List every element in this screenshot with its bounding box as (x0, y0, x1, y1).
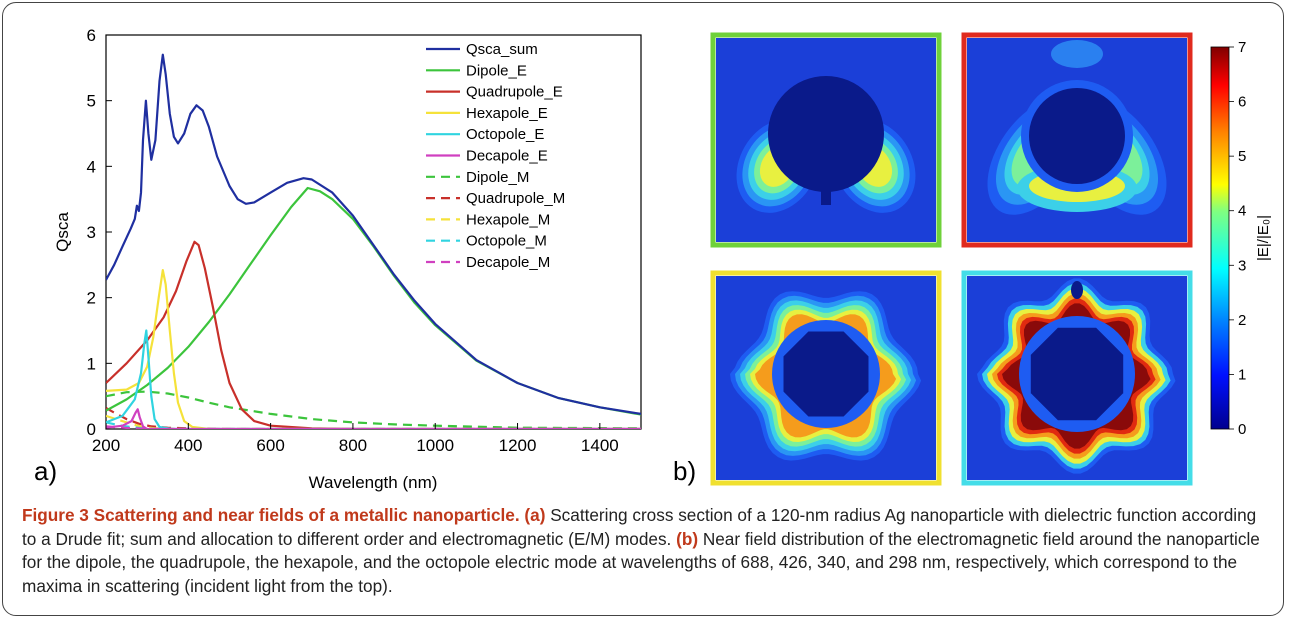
legend-label: Dipole_M (466, 169, 529, 186)
legend-label: Octopole_E (466, 126, 544, 143)
colorbar-tick-label: 4 (1238, 203, 1246, 220)
panel-b-label: b) (673, 456, 696, 486)
near-field-map-quadrupole (967, 38, 1187, 242)
colorbar-gradient (1210, 46, 1230, 430)
x-tick-label: 1200 (499, 436, 537, 455)
near-field-map-octopole (967, 276, 1187, 480)
legend-label: Decapole_E (466, 148, 548, 165)
near-field-map-dipole (716, 38, 936, 242)
particle (783, 331, 869, 417)
near-field-maps (710, 32, 1193, 486)
particle (768, 76, 884, 192)
x-tick-label: 400 (174, 436, 202, 455)
near-field-border (961, 270, 1193, 486)
colorbar-tick-label: 6 (1238, 94, 1246, 111)
y-tick-label: 0 (87, 420, 96, 439)
colorbar-tick-label: 2 (1238, 312, 1246, 329)
y-tick-label: 2 (87, 289, 96, 308)
caption-part-a-label: (a) (524, 505, 546, 525)
legend: Qsca_sum Dipole_E Quadrupole_E Hexapole_E Oc… (426, 41, 565, 271)
x-axis-label: Wavelength (nm) (309, 473, 438, 492)
near-field-border (710, 32, 942, 248)
series-line-octopole-e (106, 329, 641, 429)
y-tick-label: 1 (87, 354, 96, 373)
colorbar-tick-label: 7 (1238, 39, 1246, 56)
y-tick-label: 4 (87, 157, 96, 176)
near-field-border (710, 270, 942, 486)
x-tick-label: 600 (256, 436, 284, 455)
legend-label: Quadrupole_E (466, 84, 563, 101)
series-line-hexapole-e (106, 269, 641, 429)
legend-label: Hexapole_M (466, 211, 550, 228)
colorbar-tick-label: 0 (1238, 421, 1246, 438)
series-line-dipole-e (106, 186, 641, 416)
caption-part-b-label: (b) (676, 528, 699, 549)
caption-part-b-text: Near field distribution of the electroma… (22, 528, 1260, 596)
y-tick-label: 6 (87, 26, 96, 45)
near-field-map-hexapole (716, 276, 936, 480)
legend-label: Hexapole_E (466, 105, 548, 122)
x-tick-label: 200 (92, 436, 120, 455)
colorbar-tick-label: 5 (1238, 148, 1246, 165)
near-field-border (961, 32, 1193, 248)
colorbar-label: |E|/|E₀| (1255, 215, 1272, 261)
panel-a-label: a) (34, 456, 57, 486)
figure-panels: 200 400 600 800 1000 1200 1400 0 1 2 3 4 5 6 Wavelen… (34, 26, 1272, 492)
particle (1030, 327, 1124, 421)
caption-part-a-text: Scattering cross section of a 120-nm rad… (22, 505, 1257, 549)
scattering-plot: 200 400 600 800 1000 1200 1400 0 1 2 3 4 5 6 Wavelen… (53, 26, 642, 492)
legend-label: Quadrupole_M (466, 190, 565, 207)
figure-caption: Figure 3 Scattering and near fields of a… (22, 504, 1272, 598)
y-axis-label: Qsca (53, 212, 72, 252)
series-line-qsca-sum (106, 53, 641, 415)
y-tick-label: 5 (87, 92, 96, 111)
legend-label: Decapole_M (466, 254, 550, 271)
colorbar: 0 1 2 3 4 5 6 7 |E|/|E₀| (1210, 39, 1272, 438)
x-tick-label: 1000 (416, 436, 454, 455)
x-tick-label: 800 (339, 436, 367, 455)
particle (1029, 88, 1125, 184)
caption-figure-label: Figure 3 Scattering and near fields of a… (22, 505, 520, 525)
series-line-quadrupole-m (106, 407, 641, 429)
legend-label: Dipole_E (466, 62, 527, 79)
colorbar-tick-label: 1 (1238, 366, 1246, 383)
series-line-quadrupole-e (106, 240, 641, 429)
legend-label: Qsca_sum (466, 41, 538, 58)
y-tick-label: 3 (87, 223, 96, 242)
legend-label: Octopole_M (466, 233, 547, 250)
series-line-decapole-e (106, 408, 641, 429)
x-tick-label: 1400 (581, 436, 619, 455)
colorbar-tick-label: 3 (1238, 257, 1246, 274)
